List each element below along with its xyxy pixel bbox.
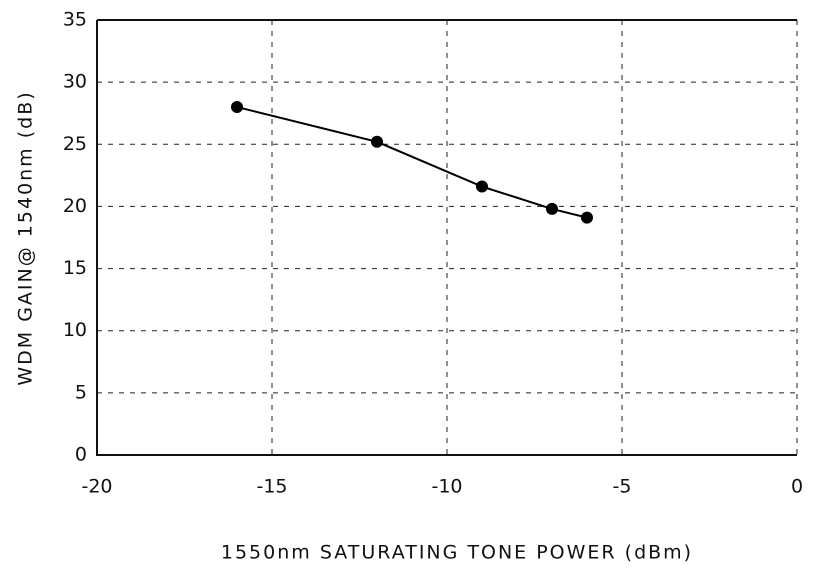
data-point — [231, 101, 243, 113]
y-tick-label: 15 — [63, 257, 87, 279]
x-tick-label: -20 — [81, 476, 112, 498]
y-tick-label: 30 — [63, 71, 87, 93]
y-tick-label: 5 — [75, 381, 87, 403]
y-tick-label: 0 — [75, 444, 87, 466]
data-point — [546, 202, 558, 215]
plot-frame — [96, 19, 797, 456]
y-tick-label: 10 — [63, 319, 87, 341]
x-tick-label: -10 — [431, 476, 462, 498]
y-axis-label: WDM GAIN@ 1540nm (dB) — [15, 90, 37, 385]
data-line — [236, 106, 588, 219]
x-tick-label: -5 — [613, 476, 632, 498]
data-point — [581, 211, 593, 224]
x-axis-label: 1550nm SATURATING TONE POWER (dBm) — [221, 542, 693, 564]
x-tick-label: -15 — [256, 476, 287, 498]
data-point — [476, 180, 488, 193]
y-tick-label: 35 — [63, 9, 87, 31]
y-tick-label: 25 — [63, 133, 87, 155]
x-tick-label: 0 — [791, 476, 803, 498]
y-tick-label: 20 — [63, 195, 87, 217]
data-point — [371, 135, 383, 148]
